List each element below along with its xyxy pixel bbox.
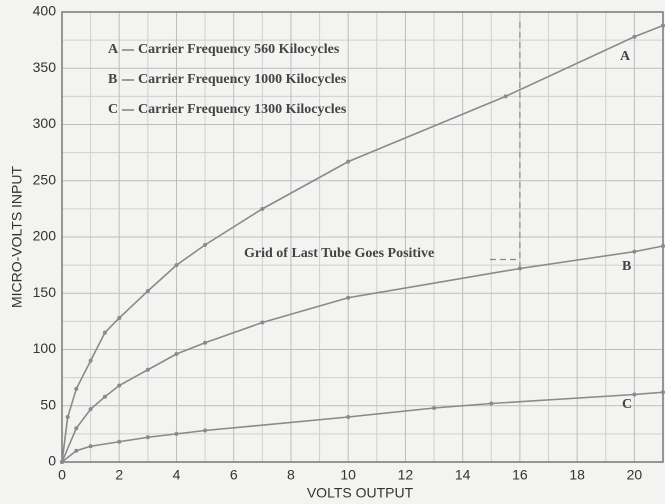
data-point — [632, 392, 637, 397]
data-point — [145, 435, 150, 440]
data-point — [74, 448, 79, 453]
data-point — [346, 159, 351, 164]
legend-text: Carrier Frequency 1300 Kilocycles — [138, 102, 347, 117]
data-point — [60, 460, 64, 464]
data-point — [632, 249, 637, 254]
data-point — [117, 439, 122, 444]
y-tick-label: 0 — [48, 453, 56, 469]
curve-label: B — [622, 259, 631, 274]
legend-text: Carrier Frequency 560 Kilocycles — [138, 42, 340, 57]
x-tick-label: 20 — [627, 467, 643, 483]
x-tick-label: 16 — [512, 467, 528, 483]
data-point — [260, 206, 265, 211]
x-tick-label: 12 — [398, 467, 414, 483]
curve — [61, 24, 664, 463]
x-tick-label: 8 — [287, 467, 295, 483]
data-point — [174, 263, 179, 268]
data-point — [88, 407, 93, 412]
curve — [61, 245, 664, 463]
x-tick-label: 10 — [340, 467, 356, 483]
data-point — [88, 444, 93, 449]
annotation-text: Grid of Last Tube Goes Positive — [244, 246, 434, 261]
data-point — [88, 358, 93, 363]
curve-label: A — [620, 49, 631, 64]
x-tick-label: 6 — [230, 467, 238, 483]
data-point — [74, 386, 79, 391]
data-point — [632, 34, 637, 39]
y-tick-label: 50 — [40, 396, 56, 412]
x-axis-label: VOLTS OUTPUT — [307, 485, 414, 501]
data-point — [346, 415, 351, 419]
data-point — [145, 289, 150, 293]
data-point — [203, 242, 208, 247]
legend-text: Carrier Frequency 1000 Kilocycles — [138, 72, 347, 87]
curve — [61, 391, 664, 463]
y-tick-label: 300 — [33, 115, 57, 131]
legend-key: B — [108, 72, 117, 87]
x-tick-label: 0 — [58, 467, 66, 483]
data-point — [489, 401, 494, 406]
data-point — [65, 415, 70, 419]
legend-key: A — [108, 42, 119, 57]
curve-label: C — [622, 397, 632, 412]
x-tick-label: 14 — [455, 467, 471, 483]
y-tick-label: 350 — [33, 59, 57, 75]
data-point — [102, 330, 107, 335]
data-point — [102, 394, 107, 399]
y-tick-label: 250 — [33, 171, 57, 187]
data-point — [260, 320, 265, 325]
y-tick-label: 100 — [33, 340, 57, 356]
data-point — [432, 406, 437, 410]
y-tick-label: 200 — [33, 228, 57, 244]
data-point — [117, 316, 122, 320]
y-tick-label: 150 — [33, 284, 57, 300]
data-point — [503, 94, 508, 99]
x-tick-label: 2 — [115, 467, 123, 483]
data-point — [346, 295, 351, 300]
y-axis-label: MICRO-VOLTS INPUT — [9, 166, 25, 309]
plot-frame — [61, 11, 664, 463]
data-point — [661, 390, 665, 395]
data-point — [203, 340, 208, 345]
x-tick-label: 4 — [173, 467, 181, 483]
data-point — [117, 383, 122, 388]
x-tick-label: 18 — [569, 467, 585, 483]
data-point — [74, 426, 79, 431]
data-point — [517, 266, 522, 271]
y-tick-label: 400 — [33, 3, 57, 19]
data-point — [661, 23, 665, 28]
data-point — [174, 431, 179, 436]
data-point — [174, 352, 179, 356]
data-point — [145, 367, 150, 372]
legend-key: C — [108, 102, 118, 117]
data-point — [203, 428, 208, 433]
data-point — [661, 244, 665, 248]
